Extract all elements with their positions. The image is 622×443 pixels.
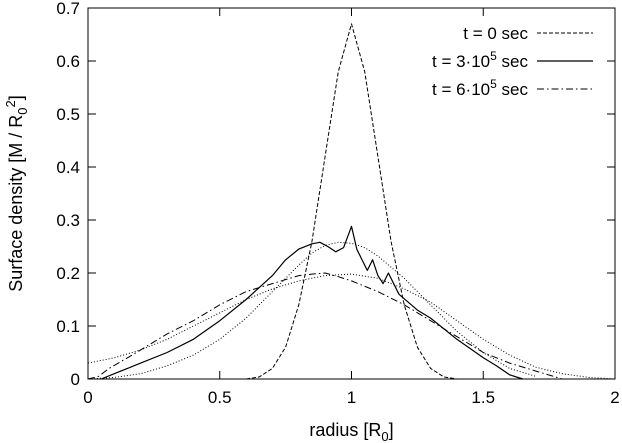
series-line (87, 241, 537, 380)
x-tick-label: 1.5 (471, 388, 495, 407)
series-line (246, 23, 457, 380)
series-line (87, 273, 616, 380)
x-tick-label: 0.5 (208, 388, 232, 407)
x-tick-label: 2 (610, 388, 619, 407)
x-tick-label: 1 (347, 388, 356, 407)
legend: t = 0 sec t = 3·105 sec t = 6·105 sec (432, 24, 593, 99)
y-tick-label: 0.2 (56, 264, 80, 283)
legend-label: t = 6·105 sec (432, 77, 528, 99)
legend-label: t = 3·105 sec (432, 49, 528, 71)
legend-label: t = 0 sec (463, 24, 528, 43)
axis-ticks: 0 0.5 1 1.5 2 0 0.1 0.2 0.3 0.4 0.5 0.6 0.7 (56, 0, 619, 407)
series-line (100, 225, 523, 380)
y-tick-label: 0.7 (56, 0, 80, 18)
y-axis-label: Surface density [M / R02] (3, 95, 30, 292)
x-axis-label: radius [R0] (309, 420, 393, 443)
y-tick-label: 0.6 (56, 52, 80, 71)
y-tick-label: 0.1 (56, 317, 80, 336)
series-layer (87, 23, 616, 380)
y-tick-label: 0.5 (56, 105, 80, 124)
y-tick-label: 0 (71, 370, 80, 389)
x-tick-label: 0 (83, 388, 92, 407)
y-tick-label: 0.3 (56, 211, 80, 230)
series-line (87, 272, 563, 380)
plot-frame (87, 7, 616, 380)
y-tick-label: 0.4 (56, 158, 80, 177)
